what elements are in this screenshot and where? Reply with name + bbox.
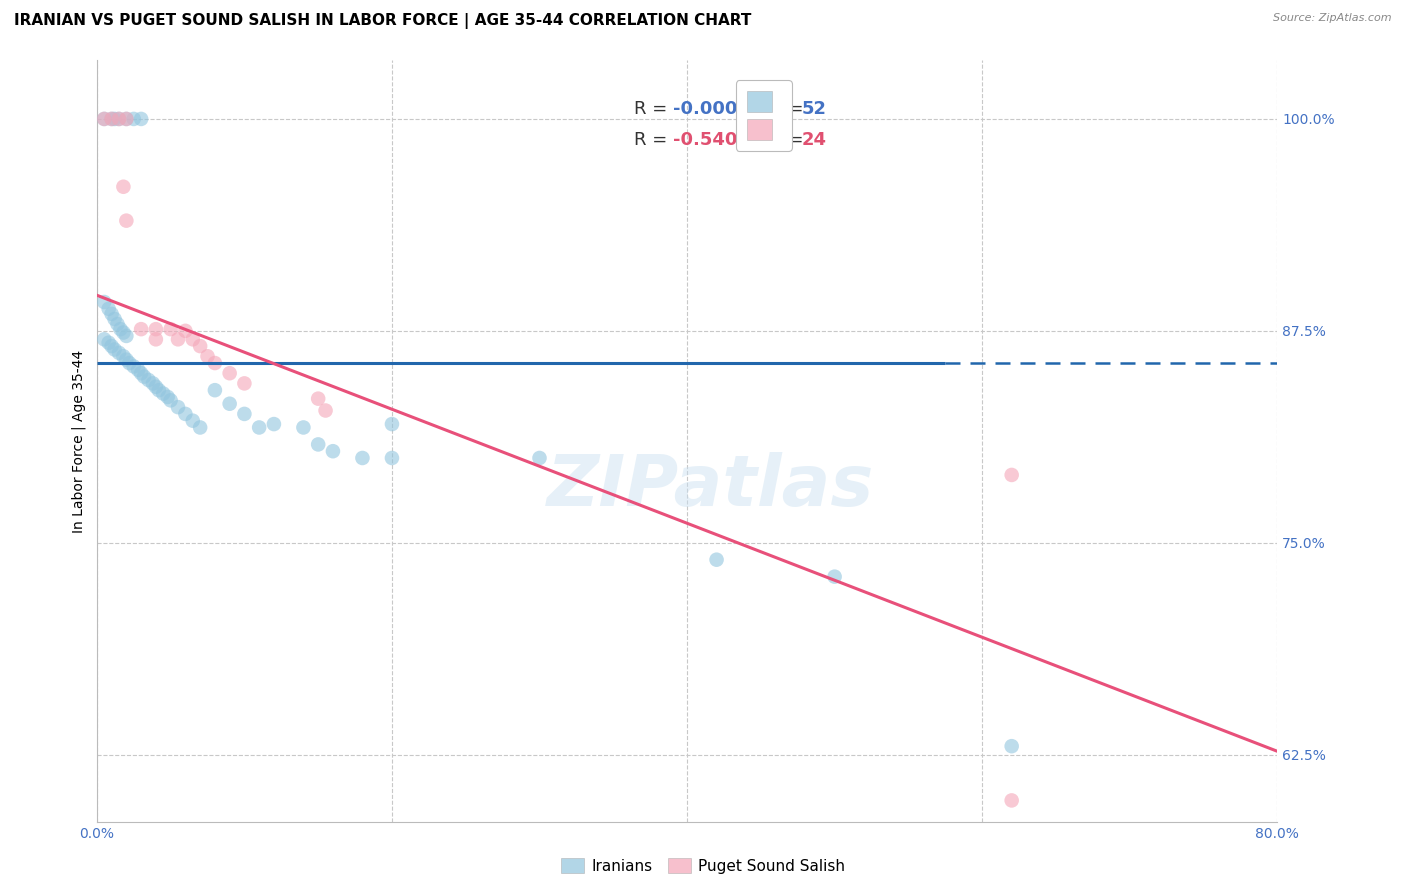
Text: Source: ZipAtlas.com: Source: ZipAtlas.com — [1274, 13, 1392, 23]
Text: -0.540: -0.540 — [673, 131, 737, 149]
Point — [381, 417, 404, 431]
Point — [1001, 467, 1024, 482]
Point — [118, 356, 141, 370]
Point — [129, 366, 152, 380]
Point — [112, 349, 135, 363]
Point — [381, 450, 404, 465]
Point — [93, 112, 115, 126]
Point — [156, 390, 179, 404]
Point — [167, 400, 190, 414]
Point — [159, 393, 181, 408]
Point — [132, 369, 155, 384]
Legend: Iranians, Puget Sound Salish: Iranians, Puget Sound Salish — [554, 852, 852, 880]
Point — [1001, 739, 1024, 754]
Text: IRANIAN VS PUGET SOUND SALISH IN LABOR FORCE | AGE 35-44 CORRELATION CHART: IRANIAN VS PUGET SOUND SALISH IN LABOR F… — [14, 13, 751, 29]
Point — [122, 112, 145, 126]
Point — [824, 569, 846, 583]
Point — [103, 312, 125, 326]
Point — [152, 386, 174, 401]
Point — [115, 112, 138, 126]
Point — [108, 112, 131, 126]
Point — [103, 112, 125, 126]
Point — [1001, 793, 1024, 807]
Point — [115, 213, 138, 227]
Point — [110, 322, 132, 336]
Text: 24: 24 — [801, 131, 827, 149]
Point — [292, 420, 315, 434]
Point — [129, 112, 152, 126]
Point — [218, 366, 240, 380]
Point — [181, 414, 204, 428]
Point — [322, 444, 344, 458]
Point — [138, 373, 160, 387]
Point — [181, 332, 204, 346]
Text: R =: R = — [634, 131, 673, 149]
Point — [233, 407, 256, 421]
Point — [93, 112, 115, 126]
Point — [174, 407, 197, 421]
Point — [115, 352, 138, 367]
Text: ZIPatlas: ZIPatlas — [547, 452, 875, 521]
Point — [174, 324, 197, 338]
Point — [97, 335, 120, 350]
Point — [204, 383, 226, 397]
Point — [115, 112, 138, 126]
Point — [112, 179, 135, 194]
Point — [263, 417, 285, 431]
Point — [706, 552, 728, 566]
Point — [112, 326, 135, 340]
Legend: , : , — [735, 80, 792, 151]
Point — [93, 295, 115, 310]
Point — [127, 363, 149, 377]
Point — [233, 376, 256, 391]
Point — [352, 450, 374, 465]
Point — [188, 420, 211, 434]
Point — [204, 356, 226, 370]
Point — [167, 332, 190, 346]
Point — [97, 301, 120, 316]
Text: R =: R = — [634, 100, 673, 118]
Point — [307, 392, 329, 406]
Point — [103, 343, 125, 357]
Point — [188, 339, 211, 353]
Point — [159, 322, 181, 336]
Text: 52: 52 — [801, 100, 827, 118]
Point — [315, 403, 337, 417]
Point — [142, 376, 165, 391]
Point — [148, 383, 170, 397]
Point — [108, 112, 131, 126]
Point — [115, 329, 138, 343]
Point — [307, 437, 329, 451]
Point — [108, 346, 131, 360]
Point — [247, 420, 270, 434]
Point — [100, 112, 122, 126]
Point — [145, 332, 167, 346]
Point — [100, 307, 122, 321]
Point — [122, 359, 145, 374]
Point — [100, 339, 122, 353]
Point — [197, 349, 219, 363]
Point — [107, 317, 129, 331]
Point — [218, 397, 240, 411]
Y-axis label: In Labor Force | Age 35-44: In Labor Force | Age 35-44 — [72, 350, 86, 533]
Point — [93, 332, 115, 346]
Text: N =: N = — [752, 100, 810, 118]
Point — [145, 322, 167, 336]
Point — [529, 450, 551, 465]
Text: N =: N = — [752, 131, 810, 149]
Point — [145, 380, 167, 394]
Point — [100, 112, 122, 126]
Text: -0.000: -0.000 — [673, 100, 737, 118]
Point — [129, 322, 152, 336]
